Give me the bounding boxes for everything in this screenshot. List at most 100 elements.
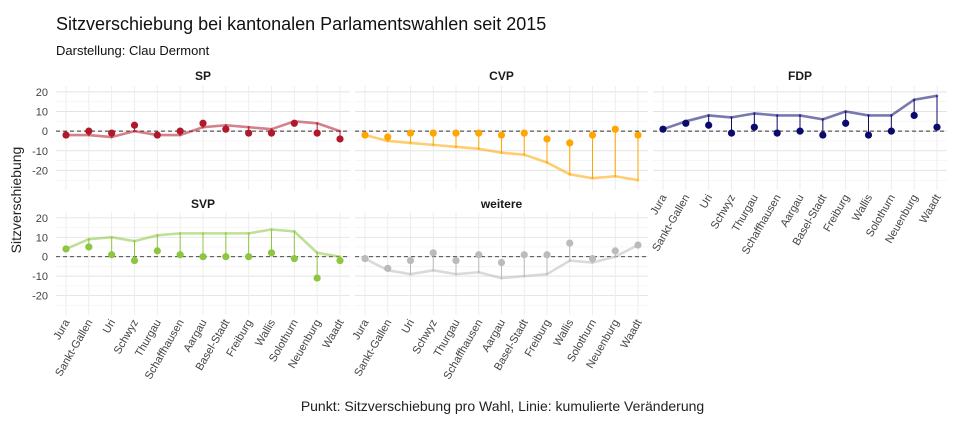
cumulative-point: [545, 272, 549, 276]
data-point: [176, 127, 184, 135]
data-point: [588, 255, 597, 263]
data-point: [176, 251, 184, 259]
data-point: [85, 127, 93, 135]
data-point: [85, 243, 93, 251]
data-point: [361, 255, 369, 263]
data-point: [611, 125, 619, 133]
data-point: [497, 258, 506, 267]
data-point: [62, 131, 70, 139]
data-point: [384, 133, 392, 141]
data-point: [773, 129, 781, 137]
data-point: [290, 119, 298, 127]
y-tick-label: -20: [32, 165, 48, 177]
y-tick-label: 0: [42, 126, 48, 138]
data-point: [819, 131, 827, 139]
cumulative-point: [477, 270, 481, 274]
cumulative-point: [912, 98, 916, 102]
data-point: [727, 129, 736, 137]
y-tick-label: 0: [42, 252, 48, 264]
x-tick-label: Waadt: [918, 193, 944, 226]
data-point: [864, 131, 873, 139]
data-point: [842, 119, 850, 127]
data-point: [267, 249, 276, 257]
x-tick-label: Jura: [649, 192, 671, 217]
y-tick-label: -10: [32, 146, 48, 158]
data-point: [543, 135, 551, 143]
data-point: [313, 129, 321, 137]
y-tick-label: 10: [36, 107, 48, 119]
data-point: [910, 111, 918, 120]
data-point: [588, 131, 597, 139]
data-point: [634, 131, 642, 139]
data-point: [245, 253, 253, 261]
data-point: [611, 247, 619, 255]
data-point: [933, 123, 941, 131]
data-point: [199, 119, 207, 127]
data-point: [796, 127, 804, 135]
data-point: [429, 249, 437, 257]
data-point: [62, 245, 70, 253]
data-point: [153, 131, 161, 139]
cumulative-point: [844, 110, 847, 113]
y-tick-label: -10: [32, 271, 48, 283]
data-point: [452, 256, 460, 265]
cumulative-point: [500, 276, 503, 280]
data-point: [108, 251, 116, 259]
x-tick-label: Uri: [698, 193, 715, 211]
data-point: [336, 135, 344, 143]
data-point: [659, 125, 667, 133]
y-tick-label: -20: [32, 291, 48, 303]
x-tick-label: Uri: [400, 318, 417, 336]
data-point: [222, 125, 230, 133]
data-point: [452, 129, 460, 137]
data-point: [566, 139, 574, 147]
data-point: [750, 123, 758, 131]
facet-cvp: CVP: [355, 69, 648, 190]
cumulative-point: [409, 272, 412, 276]
data-point: [406, 129, 415, 137]
data-point: [361, 131, 369, 139]
facet-title-cvp: CVP: [489, 69, 514, 83]
data-point: [634, 241, 642, 249]
y-tick-label: 20: [36, 87, 48, 99]
data-point: [475, 251, 483, 259]
data-point: [130, 121, 139, 129]
data-point: [267, 129, 276, 137]
data-point: [566, 239, 574, 247]
data-point: [336, 256, 344, 265]
chart-subtitle: Darstellung: Clau Dermont: [56, 43, 210, 58]
facet-title-fdp: FDP: [788, 69, 812, 83]
data-point: [543, 251, 551, 259]
facet-title-weitere: weitere: [480, 197, 523, 211]
x-tick-label: Jura: [351, 317, 373, 342]
data-point: [705, 121, 713, 129]
data-point: [222, 253, 230, 261]
data-point: [406, 256, 415, 265]
y-tick-label: 10: [36, 232, 48, 244]
x-tick-label: Waadt: [619, 318, 645, 351]
x-tick-label: Uri: [101, 318, 118, 336]
facet-sp: SP 20 10 0 -10 -20: [32, 69, 350, 190]
data-point: [682, 119, 690, 127]
chart-caption: Punkt: Sitzverschiebung pro Wahl, Linie:…: [300, 398, 705, 414]
y-tick-label: 20: [36, 213, 48, 225]
data-point: [520, 251, 528, 259]
data-point: [887, 127, 895, 135]
data-point: [313, 274, 321, 282]
cumulative-point: [935, 94, 939, 98]
data-point: [429, 129, 437, 137]
facet-title-svp: SVP: [191, 197, 215, 211]
data-point: [290, 255, 298, 263]
data-point: [153, 247, 161, 255]
x-tick-label: Waadt: [321, 318, 347, 351]
data-point: [520, 129, 528, 137]
x-tick-label: Jura: [52, 317, 74, 342]
facet-title-sp: SP: [195, 69, 211, 83]
data-point: [475, 129, 483, 137]
data-point: [108, 129, 116, 137]
chart-title: Sitzverschiebung bei kantonalen Parlamen…: [56, 14, 547, 34]
